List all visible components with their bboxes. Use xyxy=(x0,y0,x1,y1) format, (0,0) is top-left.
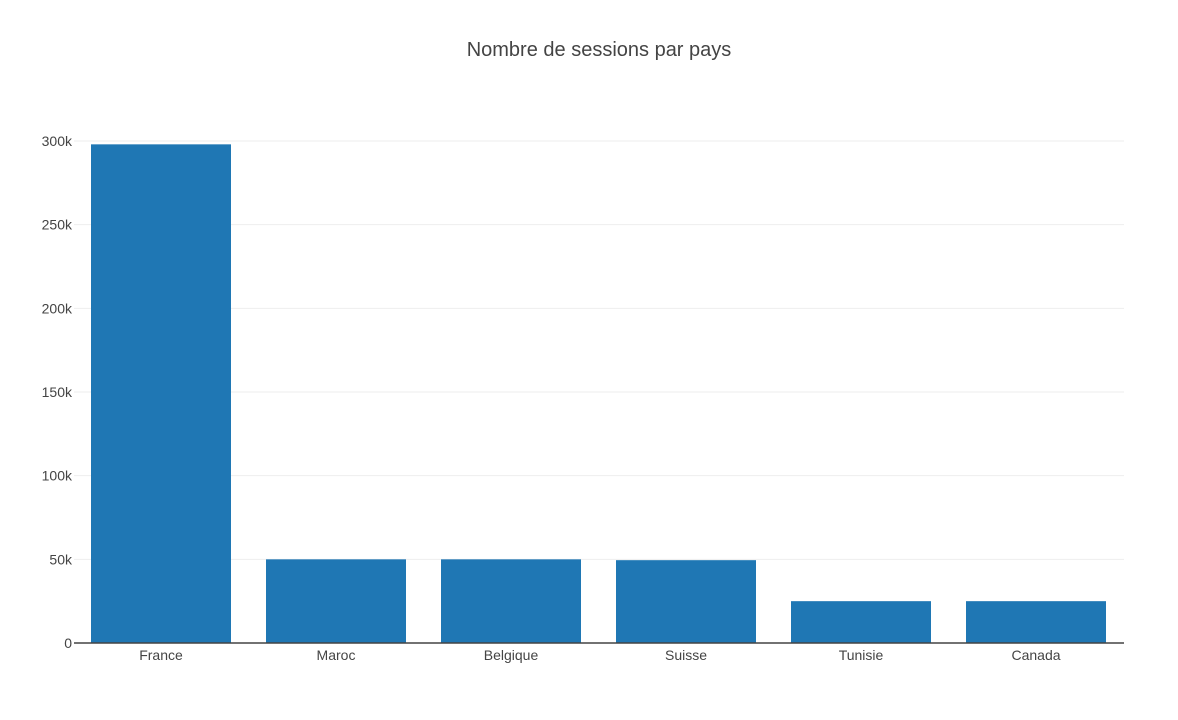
x-tick-label: France xyxy=(139,647,183,663)
x-tick-label: Maroc xyxy=(317,647,356,663)
bar-canada[interactable] xyxy=(966,601,1106,643)
bar-suisse[interactable] xyxy=(616,560,756,643)
y-tick-label: 200k xyxy=(42,300,73,316)
y-tick-label: 150k xyxy=(42,384,73,400)
bar-maroc[interactable] xyxy=(266,559,406,643)
x-tick-label: Belgique xyxy=(484,647,539,663)
y-tick-label: 300k xyxy=(42,133,73,149)
y-tick-label: 250k xyxy=(42,217,73,233)
bar-france[interactable] xyxy=(91,144,231,643)
chart-title: Nombre de sessions par pays xyxy=(467,39,732,61)
gridlines xyxy=(74,140,1124,560)
x-axis-ticks: France Maroc Belgique Suisse Tunisie Canada xyxy=(139,647,1061,663)
x-tick-label: Suisse xyxy=(665,647,707,663)
y-tick-label: 100k xyxy=(42,468,73,484)
y-tick-label: 50k xyxy=(49,551,73,567)
x-tick-label: Tunisie xyxy=(839,647,884,663)
bar-belgique[interactable] xyxy=(441,559,581,643)
bar-tunisie[interactable] xyxy=(791,601,931,643)
bars xyxy=(91,144,1106,643)
x-tick-label: Canada xyxy=(1011,647,1060,663)
y-axis-ticks: 0 50k 100k 150k 200k 250k 300k xyxy=(42,133,73,651)
y-tick-label: 0 xyxy=(64,635,72,651)
